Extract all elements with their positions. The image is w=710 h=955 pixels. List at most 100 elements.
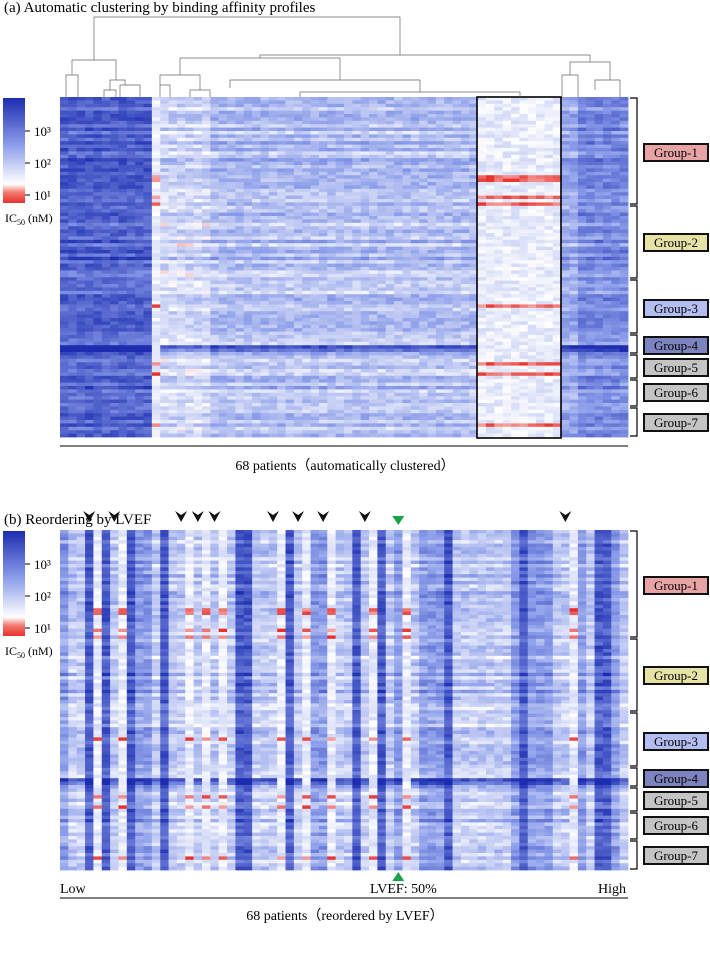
heatmap-cell	[260, 103, 270, 108]
heatmap-cell	[110, 287, 119, 292]
heatmap-cell	[310, 154, 320, 159]
heatmap-cell	[344, 297, 353, 302]
heatmap-cell	[252, 127, 261, 132]
heatmap-cell	[202, 399, 211, 404]
heatmap-cell	[310, 273, 320, 278]
heatmap-cell	[85, 399, 94, 404]
heatmap-cell	[268, 416, 278, 421]
heatmap-cell	[360, 386, 370, 390]
heatmap-cell	[402, 229, 412, 234]
heatmap-cell	[268, 192, 278, 196]
heatmap-cell	[302, 127, 311, 132]
heatmap-cell	[68, 229, 78, 234]
heatmap-cell	[377, 144, 387, 149]
heatmap-cell	[235, 151, 245, 156]
heatmap-cell	[285, 192, 295, 196]
heatmap-cell	[427, 260, 437, 264]
heatmap-cell	[85, 284, 94, 288]
heatmap-cell	[377, 253, 387, 258]
heatmap-cell	[252, 243, 261, 247]
heatmap-cell	[176, 256, 186, 261]
heatmap-cell	[369, 284, 378, 288]
heatmap-cell	[101, 413, 111, 417]
heatmap-cell	[419, 100, 428, 105]
heatmap-cell	[318, 148, 328, 152]
heatmap-cell	[68, 250, 78, 254]
heatmap-cell	[185, 243, 195, 247]
heatmap-cell	[377, 301, 387, 305]
heatmap-cell	[385, 100, 395, 105]
heatmap-cell	[310, 352, 320, 356]
heatmap-cell	[68, 219, 78, 224]
heatmap-cell	[318, 97, 328, 101]
heatmap-cell	[352, 382, 362, 387]
heatmap-cell	[419, 110, 428, 115]
heatmap-cell	[93, 331, 103, 336]
heatmap-cell	[285, 260, 295, 264]
heatmap-cell	[185, 399, 195, 404]
heatmap-cell	[160, 311, 169, 315]
heatmap-cell	[60, 154, 69, 159]
heatmap-cell	[202, 256, 211, 261]
heatmap-cell	[160, 202, 169, 207]
heatmap-cell	[318, 151, 328, 156]
heatmap-cell	[335, 277, 345, 281]
heatmap-cell	[460, 148, 470, 152]
heatmap-cell	[126, 287, 136, 292]
heatmap-cell	[210, 297, 220, 302]
heatmap-cell	[394, 267, 403, 271]
heatmap-cell	[469, 314, 479, 319]
heatmap-cell	[427, 284, 437, 288]
heatmap-cell	[377, 399, 387, 404]
heatmap-cell	[185, 297, 195, 302]
heatmap-cell	[126, 335, 136, 339]
heatmap-cell	[76, 182, 86, 186]
heatmap-cell	[444, 219, 453, 224]
heatmap-cell	[318, 277, 328, 281]
heatmap-cell	[335, 348, 345, 353]
heatmap-cell	[369, 403, 378, 407]
heatmap-cell	[101, 318, 111, 322]
heatmap-cell	[68, 192, 78, 196]
heatmap-cell	[168, 175, 178, 179]
heatmap-cell	[193, 324, 203, 329]
heatmap-cell	[193, 110, 203, 115]
heatmap-cell	[302, 253, 311, 258]
heatmap-cell	[377, 287, 387, 292]
heatmap-cell	[260, 318, 270, 322]
heatmap-cell	[285, 97, 295, 101]
heatmap-cell	[235, 178, 245, 183]
heatmap-cell	[460, 369, 470, 373]
heatmap-cell	[277, 335, 286, 339]
heatmap-cell	[185, 307, 195, 312]
heatmap-cell	[85, 420, 94, 424]
heatmap-cell	[118, 192, 128, 196]
heatmap-cell	[460, 426, 470, 431]
heatmap-cell	[410, 341, 420, 346]
heatmap-cell	[402, 297, 412, 302]
heatmap-cell	[335, 392, 345, 397]
heatmap-cell	[68, 178, 78, 183]
heatmap-cell	[210, 348, 220, 353]
heatmap-cell	[435, 403, 445, 407]
heatmap-cell	[293, 124, 303, 128]
heatmap-cell	[285, 107, 295, 111]
heatmap-cell	[360, 114, 370, 118]
heatmap-cell	[302, 114, 311, 118]
heatmap-cell	[85, 297, 94, 302]
heatmap-cell	[193, 226, 203, 230]
heatmap-cell	[444, 222, 453, 227]
heatmap-cell	[285, 256, 295, 261]
heatmap-cell	[160, 396, 169, 400]
heatmap-cell	[151, 304, 161, 309]
heatmap-cell	[410, 386, 420, 390]
heatmap-cell	[452, 324, 462, 329]
heatmap-cell	[293, 403, 303, 407]
heatmap-cell	[76, 144, 86, 149]
heatmap-cell	[310, 120, 320, 125]
heatmap-cell	[193, 396, 203, 400]
heatmap-cell	[143, 267, 153, 271]
heatmap-cell	[76, 341, 86, 346]
heatmap-cell	[402, 267, 412, 271]
heatmap-cell	[176, 131, 186, 135]
